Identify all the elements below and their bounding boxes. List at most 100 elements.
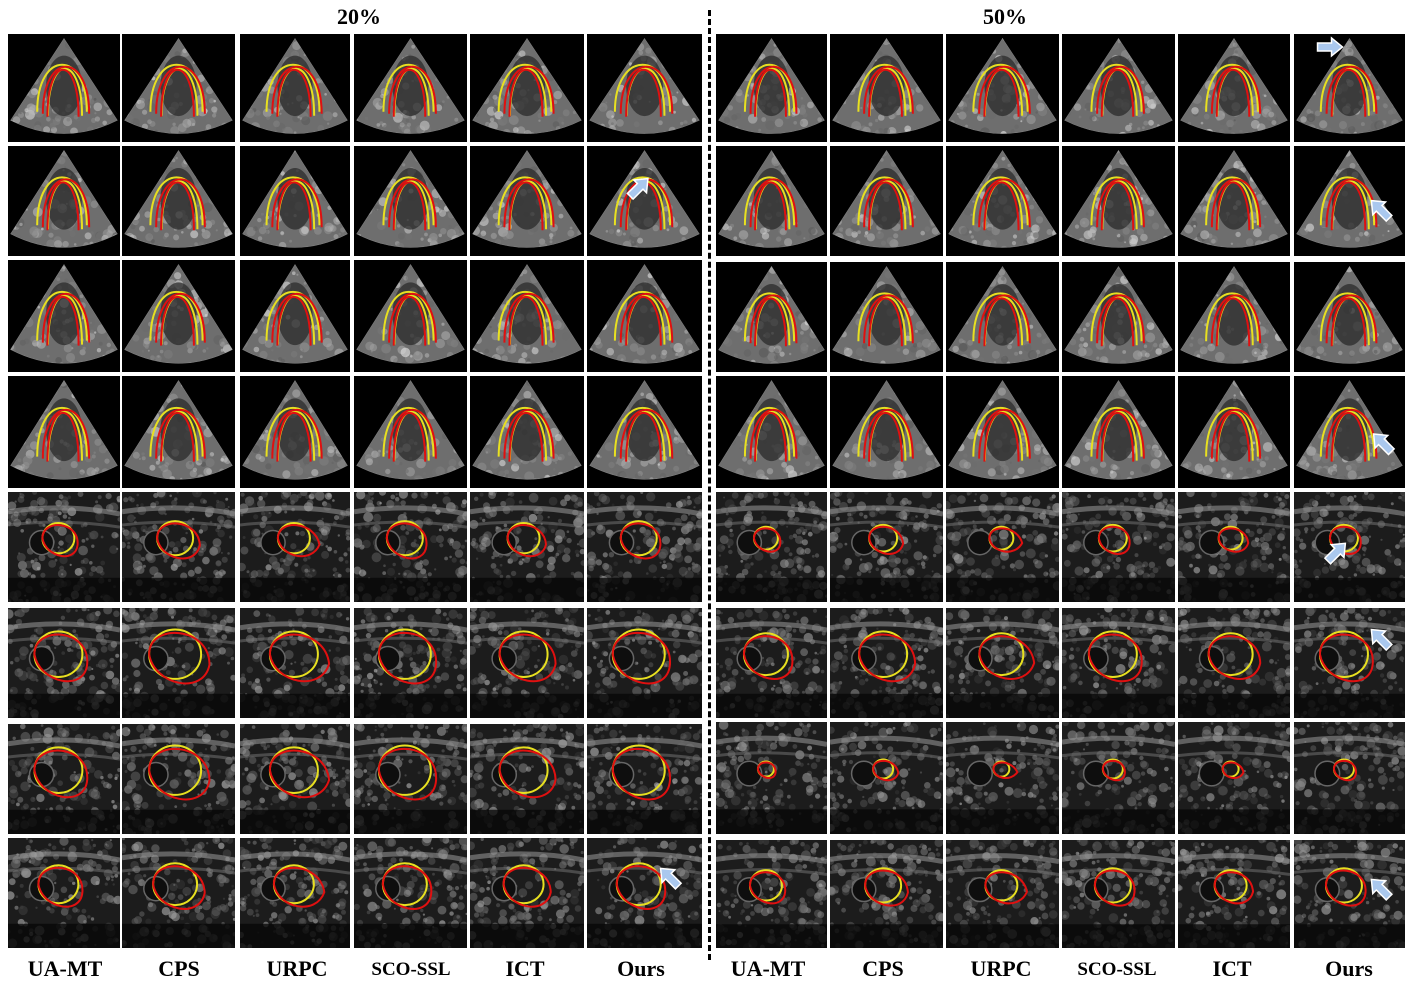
ultrasound-image-left-r5-c5 [470, 492, 584, 602]
method-label-cps: CPS [158, 956, 200, 981]
ultrasound-image-right-r4-c3 [946, 376, 1059, 488]
ultrasound-image-left-r8-c1 [8, 838, 120, 948]
ultrasound-image-right-r8-c2 [830, 840, 943, 948]
ultrasound-image-right-r2-c1 [716, 146, 827, 256]
ultrasound-image-right-r4-c4 [1062, 376, 1175, 488]
ultrasound-image-left-r5-c2 [122, 492, 235, 602]
ultrasound-image-left-r8-c5 [470, 838, 584, 948]
ultrasound-image-left-r8-c6 [587, 838, 702, 948]
ultrasound-image-right-r2-c6 [1294, 146, 1405, 256]
ultrasound-image-left-r1-c3 [240, 34, 350, 142]
method-label-urpc: URPC [970, 956, 1032, 981]
ultrasound-image-right-r2-c5 [1178, 146, 1290, 256]
ultrasound-image-left-r8-c4 [354, 838, 467, 948]
ultrasound-image-left-r6-c5 [470, 608, 584, 718]
ultrasound-image-left-r4-c5 [470, 376, 584, 488]
ultrasound-image-right-r6-c2 [830, 608, 943, 718]
method-label-ua-mt: UA-MT [27, 956, 103, 981]
arrow-icon [1372, 433, 1396, 456]
ultrasound-image-right-r6-c5 [1178, 608, 1290, 718]
ultrasound-image-left-r1-c4 [354, 34, 467, 142]
ultrasound-image-left-r7-c2 [122, 724, 235, 834]
method-label-ours: Ours [1325, 956, 1373, 981]
ultrasound-image-left-r3-c4 [354, 260, 467, 372]
method-label-ours: Ours [617, 956, 665, 981]
ultrasound-image-right-r3-c1 [716, 262, 827, 372]
ultrasound-image-right-r7-c6 [1294, 722, 1405, 834]
panel-header-50: 50% [983, 4, 1027, 29]
ultrasound-image-right-r4-c2 [830, 376, 943, 488]
panel-header-20: 20% [337, 4, 381, 29]
ultrasound-image-left-r5-c1 [8, 492, 120, 602]
ultrasound-image-right-r1-c5 [1178, 34, 1290, 142]
ultrasound-image-left-r2-c3 [240, 146, 350, 256]
ultrasound-image-left-r1-c2 [122, 34, 235, 142]
method-label-cps: CPS [862, 956, 904, 981]
method-label-ict: ICT [505, 956, 545, 981]
ultrasound-image-right-r2-c3 [946, 146, 1059, 256]
ultrasound-image-right-r7-c2 [830, 722, 943, 834]
ultrasound-image-left-r1-c1 [8, 34, 120, 142]
ultrasound-image-right-r3-c6 [1294, 262, 1405, 372]
method-label-sco-ssl: SCO-SSL [1077, 959, 1157, 980]
ultrasound-image-left-r4-c1 [8, 376, 120, 488]
ultrasound-image-left-r2-c6 [587, 146, 702, 256]
arrow-icon [1370, 199, 1393, 223]
ultrasound-image-left-r8-c3 [240, 838, 350, 948]
method-label-ict: ICT [1212, 956, 1252, 981]
ultrasound-image-right-r3-c4 [1062, 262, 1175, 372]
method-label-sco-ssl: SCO-SSL [371, 959, 451, 980]
ultrasound-image-right-r3-c2 [830, 262, 943, 372]
arrow-icon [1316, 36, 1344, 58]
ultrasound-image-right-r1-c6 [1294, 34, 1405, 142]
ultrasound-image-right-r8-c6 [1294, 840, 1405, 948]
ultrasound-image-left-r2-c1 [8, 146, 120, 256]
ultrasound-image-left-r5-c4 [354, 492, 467, 602]
ultrasound-image-right-r6-c6 [1294, 608, 1405, 718]
ultrasound-image-left-r6-c1 [8, 608, 120, 718]
ultrasound-image-left-r5-c3 [240, 492, 350, 602]
ultrasound-image-left-r7-c4 [354, 724, 467, 834]
ultrasound-image-left-r6-c2 [122, 608, 235, 718]
ultrasound-image-right-r5-c4 [1062, 492, 1175, 602]
ultrasound-image-right-r2-c4 [1062, 146, 1175, 256]
ultrasound-image-left-r2-c5 [470, 146, 584, 256]
ultrasound-image-right-r8-c1 [716, 840, 827, 948]
ultrasound-image-left-r4-c4 [354, 376, 467, 488]
ultrasound-image-left-r7-c1 [8, 724, 120, 834]
ultrasound-image-right-r8-c5 [1178, 840, 1290, 948]
ultrasound-image-right-r7-c3 [946, 722, 1059, 834]
arrow-icon [1323, 542, 1347, 565]
ultrasound-image-right-r4-c1 [716, 376, 827, 488]
ultrasound-image-left-r7-c5 [470, 724, 584, 834]
ultrasound-image-right-r1-c3 [946, 34, 1059, 142]
ultrasound-image-left-r4-c6 [587, 376, 702, 488]
ultrasound-image-right-r7-c1 [716, 722, 827, 834]
ultrasound-image-left-r6-c6 [587, 608, 702, 718]
ultrasound-image-right-r1-c2 [830, 34, 943, 142]
ultrasound-image-left-r1-c5 [470, 34, 584, 142]
ultrasound-image-left-r6-c4 [354, 608, 467, 718]
arrow-icon [659, 867, 683, 890]
ultrasound-image-left-r4-c2 [122, 376, 235, 488]
arrow-icon [626, 177, 649, 201]
ultrasound-image-left-r7-c3 [240, 724, 350, 834]
ultrasound-image-right-r2-c2 [830, 146, 943, 256]
ultrasound-image-left-r7-c6 [587, 724, 702, 834]
ultrasound-image-right-r7-c4 [1062, 722, 1175, 834]
ultrasound-image-left-r2-c2 [122, 146, 235, 256]
ultrasound-image-left-r8-c2 [122, 838, 235, 948]
arrow-icon [1370, 878, 1393, 901]
arrow-icon [1370, 628, 1393, 652]
ultrasound-image-right-r1-c4 [1062, 34, 1175, 142]
ultrasound-image-right-r4-c5 [1178, 376, 1290, 488]
ultrasound-image-right-r5-c3 [946, 492, 1059, 602]
ultrasound-image-left-r4-c3 [240, 376, 350, 488]
ultrasound-image-left-r3-c1 [8, 260, 120, 372]
ultrasound-image-left-r6-c3 [240, 608, 350, 718]
ultrasound-image-right-r1-c1 [716, 34, 827, 142]
ultrasound-image-right-r6-c1 [716, 608, 827, 718]
ultrasound-image-right-r5-c2 [830, 492, 943, 602]
ultrasound-image-left-r1-c6 [587, 34, 702, 142]
